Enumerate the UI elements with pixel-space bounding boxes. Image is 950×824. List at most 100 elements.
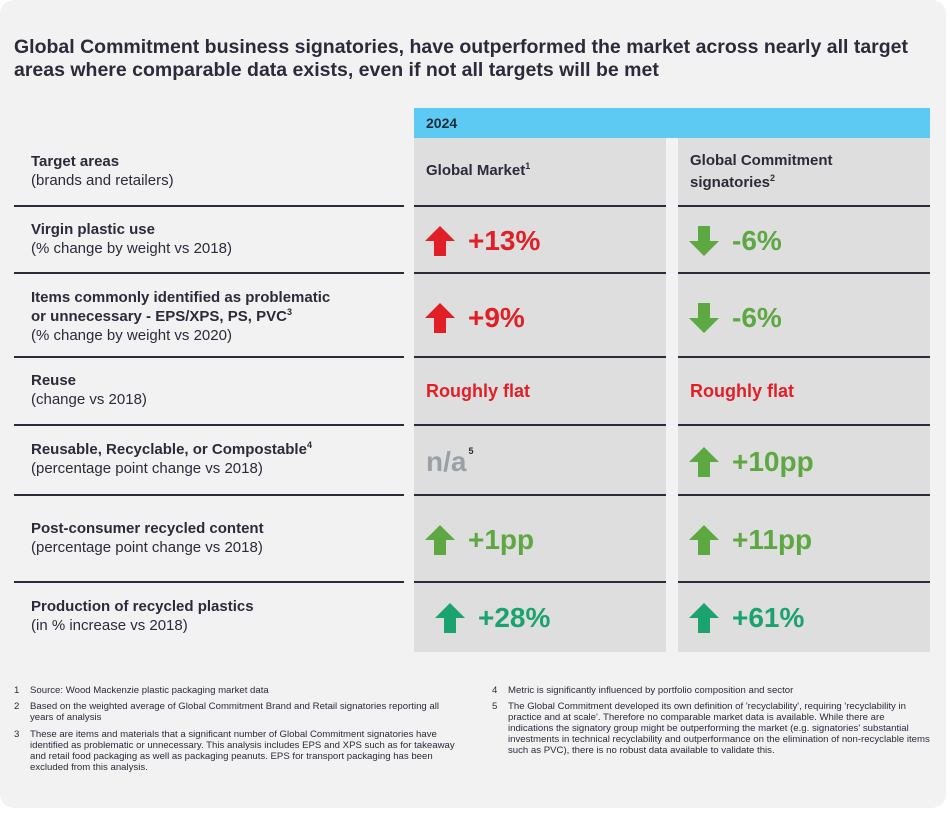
row-divider <box>678 356 930 358</box>
footnote-ref: 3 <box>286 307 292 317</box>
value-text: +28% <box>478 602 551 633</box>
row-subtitle: (% change by weight vs 2018) <box>31 240 232 257</box>
row-problematic-items-label: Items commonly identified as problematic… <box>31 288 330 345</box>
footnote-5: 5 The Global Commitment developed its ow… <box>492 701 930 773</box>
row-reuse-gc-value: Roughly flat <box>690 381 794 401</box>
footnote-text: Source: Wood Mackenzie plastic packaging… <box>30 685 269 696</box>
row-virgin-plastic-gc-value: -6% <box>688 225 782 257</box>
value-text: -6% <box>732 302 782 333</box>
row-title-text: Reusable, Recyclable, or Compostable <box>31 441 307 458</box>
footnote-text: Based on the weighted average of Global … <box>30 701 440 723</box>
row-title: Reuse <box>31 372 77 389</box>
value-text: +10pp <box>732 446 814 477</box>
row-virgin-plastic-gm-value: +13% <box>424 225 540 257</box>
row-rrc-label: Reusable, Recyclable, or Compostable4 (p… <box>31 440 312 478</box>
row-divider <box>14 356 404 358</box>
footnote-ref: 1 <box>525 161 531 171</box>
row-reuse-label: Reuse (change vs 2018) <box>31 371 147 409</box>
footnote-1: 1 Source: Wood Mackenzie plastic packagi… <box>14 685 464 697</box>
row-title-line2: or unnecessary - EPS/XPS, PS, PVC3 <box>31 307 330 326</box>
arrow-up-icon <box>435 603 465 633</box>
gc-signatories-header: Global Commitment signatories2 <box>690 150 833 194</box>
row-subtitle: (in % increase vs 2018) <box>31 617 188 634</box>
footnote-ref: 4 <box>306 440 312 450</box>
footnote-text: These are items and materials that a sig… <box>30 729 455 773</box>
footnote-ref: 5 <box>468 446 474 456</box>
footnote-number: 5 <box>492 701 498 712</box>
footnote-ref: 2 <box>770 173 776 183</box>
row-divider <box>414 581 666 583</box>
footnote-3: 3 These are items and materials that a s… <box>14 729 464 777</box>
row-divider <box>678 581 930 583</box>
value-text: -6% <box>732 225 782 256</box>
row-subtitle: (percentage point change vs 2018) <box>31 539 263 556</box>
row-pcr-label: Post-consumer recycled content (percenta… <box>31 519 264 557</box>
footnote-text: The Global Commitment developed its own … <box>508 701 930 756</box>
row-divider <box>414 205 666 207</box>
row-divider <box>14 494 404 496</box>
footnote-number: 3 <box>14 729 20 740</box>
row-title: Reusable, Recyclable, or Compostable4 <box>31 440 312 459</box>
row-subtitle: (% change by weight vs 2020) <box>31 327 232 344</box>
row-subtitle: (change vs 2018) <box>31 391 147 408</box>
target-areas-title: Target areas <box>31 153 120 170</box>
global-commitment-column <box>678 138 930 652</box>
year-label: 2024 <box>426 115 458 131</box>
row-pcr-gc-value: +11pp <box>688 524 812 556</box>
page-title: Global Commitment business signatories, … <box>14 36 909 81</box>
global-market-header-label: Global Market <box>426 162 526 179</box>
row-title: Virgin plastic use <box>31 221 155 238</box>
footnote-4: 4 Metric is significantly influenced by … <box>492 685 930 697</box>
infographic-card: Global Commitment business signatories, … <box>0 0 946 808</box>
row-problematic-items-gc-value: -6% <box>688 302 782 334</box>
row-rrc-gc-value: +10pp <box>688 446 814 478</box>
arrow-up-icon <box>425 303 455 333</box>
footnote-number: 1 <box>14 685 20 696</box>
arrow-down-icon <box>689 303 719 333</box>
arrow-down-icon <box>689 226 719 256</box>
row-pcr-gm-value: +1pp <box>424 524 534 556</box>
row-subtitle: (percentage point change vs 2018) <box>31 460 263 477</box>
row-divider <box>14 581 404 583</box>
row-divider <box>14 272 404 274</box>
year-header-bar: 2024 <box>414 108 930 138</box>
row-divider <box>414 494 666 496</box>
value-text: +61% <box>732 602 805 633</box>
global-market-column <box>414 138 666 652</box>
value-text: +11pp <box>732 524 813 555</box>
row-divider <box>678 272 930 274</box>
row-divider <box>14 205 404 207</box>
arrow-up-icon <box>425 226 455 256</box>
footnote-2: 2 Based on the weighted average of Globa… <box>14 701 464 725</box>
arrow-up-icon <box>689 603 719 633</box>
row-divider <box>414 424 666 426</box>
row-problematic-items-gm-value: +9% <box>424 302 525 334</box>
row-divider <box>678 424 930 426</box>
row-divider <box>14 424 404 426</box>
row-virgin-plastic-label: Virgin plastic use (% change by weight v… <box>31 220 232 258</box>
row-title-line2-text: or unnecessary - EPS/XPS, PS, PVC <box>31 308 287 325</box>
row-title: Production of recycled plastics <box>31 598 254 615</box>
row-title-line1: Items commonly identified as problematic <box>31 289 331 306</box>
row-recycled-production-gm-value: +28% <box>434 602 550 634</box>
value-text: n/a <box>426 446 467 477</box>
footnote-number: 2 <box>14 701 20 712</box>
row-divider <box>414 356 666 358</box>
row-rrc-gm-value: n/a 5 <box>426 446 473 478</box>
row-recycled-production-label: Production of recycled plastics (in % in… <box>31 597 254 635</box>
gc-header-line2: signatories <box>690 174 771 191</box>
row-divider <box>678 205 930 207</box>
value-text: +9% <box>468 302 525 333</box>
row-recycled-production-gc-value: +61% <box>688 602 804 634</box>
arrow-up-icon <box>425 525 455 555</box>
arrow-up-icon <box>689 525 719 555</box>
target-areas-header: Target areas (brands and retailers) <box>31 152 174 190</box>
target-areas-subtitle: (brands and retailers) <box>31 172 174 189</box>
gc-header-line1: Global Commitment <box>690 152 833 169</box>
footnote-text: Metric is significantly influenced by po… <box>508 685 794 696</box>
row-divider <box>414 272 666 274</box>
arrow-up-icon <box>689 447 719 477</box>
row-reuse-gm-value: Roughly flat <box>426 381 530 401</box>
value-text: +13% <box>468 225 541 256</box>
row-title: Post-consumer recycled content <box>31 520 264 537</box>
